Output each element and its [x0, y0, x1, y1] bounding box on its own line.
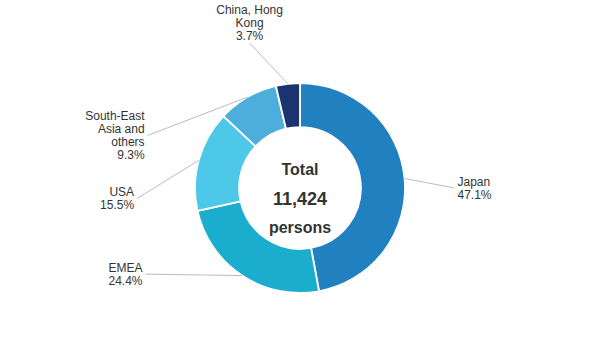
slice-label: Japan47.1%	[458, 175, 492, 202]
category-label-line: EMEA	[108, 261, 142, 275]
chart-container: Total 11,424 persons Japan47.1% EMEA24.4% USA…	[0, 0, 600, 356]
chart-svg: Total 11,424 persons Japan47.1% EMEA24.4% USA…	[0, 0, 600, 356]
center-text: Total	[281, 161, 318, 178]
category-label: Japan	[458, 175, 491, 189]
category-label-line: Japan	[458, 175, 491, 189]
category-label-line: Asia and	[98, 122, 145, 136]
category-label-line: South-East	[85, 109, 145, 123]
slice-label: South-EastAsia andothers9.3%	[85, 109, 145, 162]
labels: Japan47.1% EMEA24.4% USA15.5% South-EastAsi…	[85, 3, 492, 288]
value-label: 9.3%	[117, 148, 145, 162]
category-label: South-EastAsia andothers	[85, 109, 145, 149]
category-label-line: China, Hong	[216, 3, 283, 17]
category-label-line: Kong	[236, 16, 264, 30]
leader-line	[405, 178, 455, 188]
slice	[198, 201, 319, 293]
leader-line	[250, 43, 288, 84]
center-text: persons	[269, 219, 331, 236]
leader-line	[137, 160, 199, 198]
category-label: USA	[109, 185, 134, 199]
value-label: 15.5%	[100, 198, 134, 212]
leader-line	[146, 274, 243, 275]
category-label: EMEA	[108, 261, 142, 275]
category-label-line: others	[111, 135, 144, 149]
category-label-line: USA	[109, 185, 134, 199]
pie-group: Total 11,424 persons Japan47.1% EMEA24.4% USA…	[85, 3, 492, 293]
slice	[223, 86, 286, 146]
slice	[300, 83, 405, 291]
leader-line	[148, 97, 248, 135]
value-label: 24.4%	[108, 274, 142, 288]
slice-label: EMEA24.4%	[108, 261, 142, 288]
value-label: 47.1%	[458, 188, 492, 202]
slice-label: China, HongKong3.7%	[216, 3, 283, 43]
slice-label: USA15.5%	[100, 185, 134, 212]
slice	[276, 83, 300, 129]
category-label: China, HongKong	[216, 3, 283, 30]
center-text: 11,424	[273, 189, 327, 209]
value-label: 3.7%	[236, 29, 264, 43]
slices	[195, 83, 405, 293]
